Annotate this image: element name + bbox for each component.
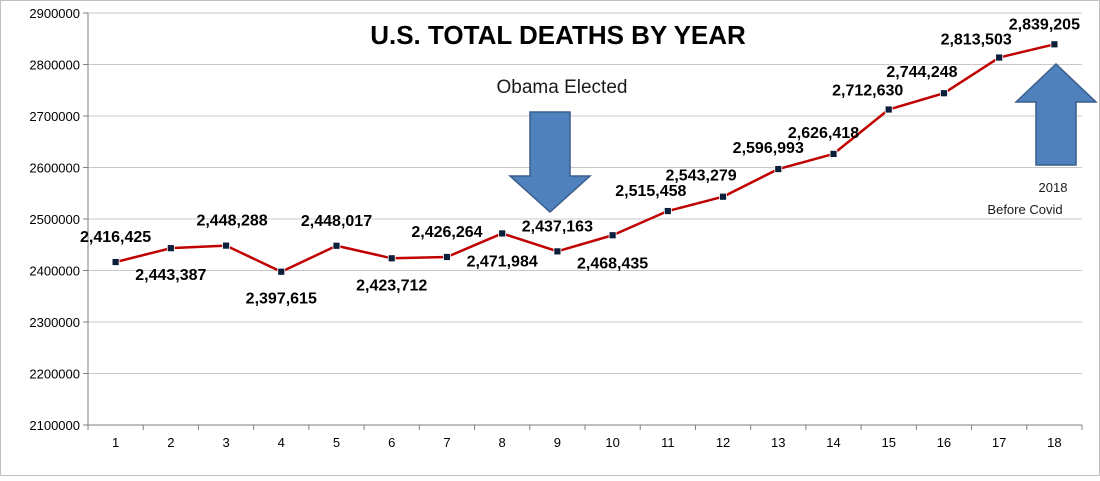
- x-tick-label: 3: [222, 435, 229, 450]
- x-tick-label: 14: [826, 435, 840, 450]
- data-point: [663, 207, 672, 215]
- data-label: 2,426,264: [411, 224, 482, 241]
- data-point: [829, 149, 838, 158]
- x-tick-label: 16: [937, 435, 951, 450]
- data-label: 2,543,279: [665, 168, 736, 185]
- data-point: [498, 229, 507, 238]
- x-tick-label: 15: [881, 435, 895, 450]
- y-tick-label: 2300000: [29, 315, 80, 330]
- y-tick-label: 2500000: [29, 212, 80, 227]
- data-point: [884, 105, 893, 114]
- data-labels: 2,416,425 2,443,387 2,448,288 2,397,615 2,44…: [80, 16, 1080, 307]
- data-point: [387, 254, 396, 263]
- data-point: [940, 89, 948, 98]
- x-tick-label: 18: [1047, 435, 1061, 450]
- data-label: 2,813,503: [941, 32, 1012, 49]
- data-point: [166, 244, 175, 253]
- data-label: 2,712,630: [832, 82, 903, 99]
- x-tick-label: 1: [112, 435, 119, 450]
- data-point: [774, 165, 783, 173]
- year-2018-label: 2018: [1039, 180, 1068, 195]
- data-label: 2,471,984: [467, 253, 538, 270]
- x-tick-label: 9: [554, 435, 561, 450]
- data-point: [553, 247, 562, 256]
- data-label: 2,423,712: [356, 277, 427, 294]
- up-arrow-icon: [1014, 62, 1098, 166]
- x-tick-label: 7: [443, 435, 450, 450]
- obama-annotation: Obama Elected: [497, 77, 628, 214]
- obama-elected-label: Obama Elected: [497, 77, 628, 98]
- chart-title: U.S. TOTAL DEATHS BY YEAR: [370, 20, 746, 50]
- data-label: 2,448,017: [301, 213, 372, 230]
- data-label: 2,626,418: [788, 125, 859, 142]
- data-label: 2,468,435: [577, 255, 648, 272]
- x-tick-label: 17: [992, 435, 1006, 450]
- data-point: [332, 241, 341, 250]
- data-label: 2,744,248: [886, 64, 957, 81]
- data-point: [277, 267, 286, 276]
- tick-labels: 2100000 2200000 2300000 2400000 2500000 26000…: [29, 6, 1061, 450]
- 2018-annotation: 2018 Before Covid: [987, 62, 1098, 217]
- x-tick-label: 5: [333, 435, 340, 450]
- y-tick-label: 2200000: [29, 367, 80, 382]
- data-label: 2,443,387: [135, 267, 206, 284]
- data-label: 2,596,993: [733, 140, 804, 157]
- data-point: [111, 258, 120, 266]
- data-label: 2,416,425: [80, 229, 151, 246]
- data-point: [1050, 40, 1059, 49]
- y-tick-label: 2700000: [29, 109, 80, 124]
- down-arrow-icon: [508, 111, 592, 214]
- data-point: [443, 253, 451, 261]
- x-tick-label: 8: [499, 435, 506, 450]
- data-label: 2,397,615: [246, 291, 317, 308]
- data-label: 2,437,163: [522, 218, 593, 235]
- x-tick-label: 11: [661, 435, 675, 450]
- data-point: [995, 53, 1004, 62]
- data-point: [719, 192, 727, 201]
- y-tick-label: 2600000: [29, 161, 80, 176]
- axes: [83, 12, 1083, 430]
- data-label: 2,515,458: [615, 183, 686, 200]
- x-tick-label: 6: [388, 435, 395, 450]
- data-point: [608, 231, 617, 240]
- y-tick-label: 2400000: [29, 264, 80, 279]
- before-covid-label: Before Covid: [987, 202, 1062, 217]
- y-tick-label: 2100000: [29, 418, 80, 433]
- y-tick-label: 2800000: [29, 58, 80, 73]
- x-tick-label: 12: [716, 435, 730, 450]
- x-tick-label: 10: [605, 435, 619, 450]
- data-label: 2,839,205: [1009, 16, 1080, 33]
- x-tick-label: 2: [167, 435, 174, 450]
- y-tick-label: 2900000: [29, 6, 80, 21]
- data-point: [222, 241, 230, 250]
- series-line: [115, 43, 1055, 273]
- x-tick-label: 13: [771, 435, 785, 450]
- series-group: [111, 40, 1059, 276]
- x-tick-label: 4: [278, 435, 285, 450]
- data-label: 2,448,288: [196, 213, 267, 230]
